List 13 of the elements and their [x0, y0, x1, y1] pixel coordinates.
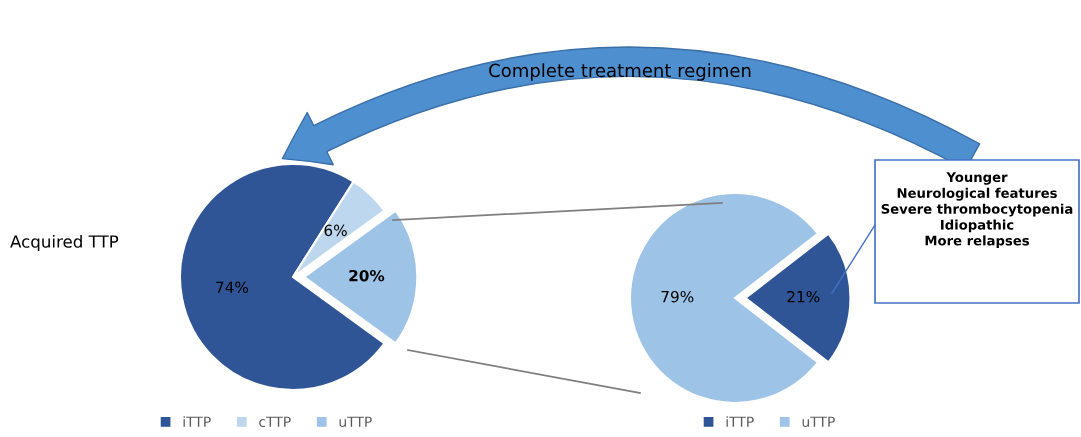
data-label: 20% [349, 269, 385, 282]
legend-label: uTTP [802, 416, 835, 428]
text: Younger Neurological features Severe thrombocytopenia Idiopathic More relapses [881, 172, 1073, 249]
legend-label: uTTP [339, 416, 372, 428]
text: Acquired TTP [10, 234, 119, 252]
data-label: 6% [324, 224, 347, 237]
data-label: 74% [216, 281, 249, 294]
legend-label: iTTP [726, 416, 754, 427]
legend-label: iTTP [183, 416, 211, 427]
data-label: 79% [661, 290, 694, 303]
data-label: 21% [787, 290, 820, 303]
text: Complete treatment regimen [489, 63, 751, 81]
legend-label: cTTP [259, 416, 291, 428]
